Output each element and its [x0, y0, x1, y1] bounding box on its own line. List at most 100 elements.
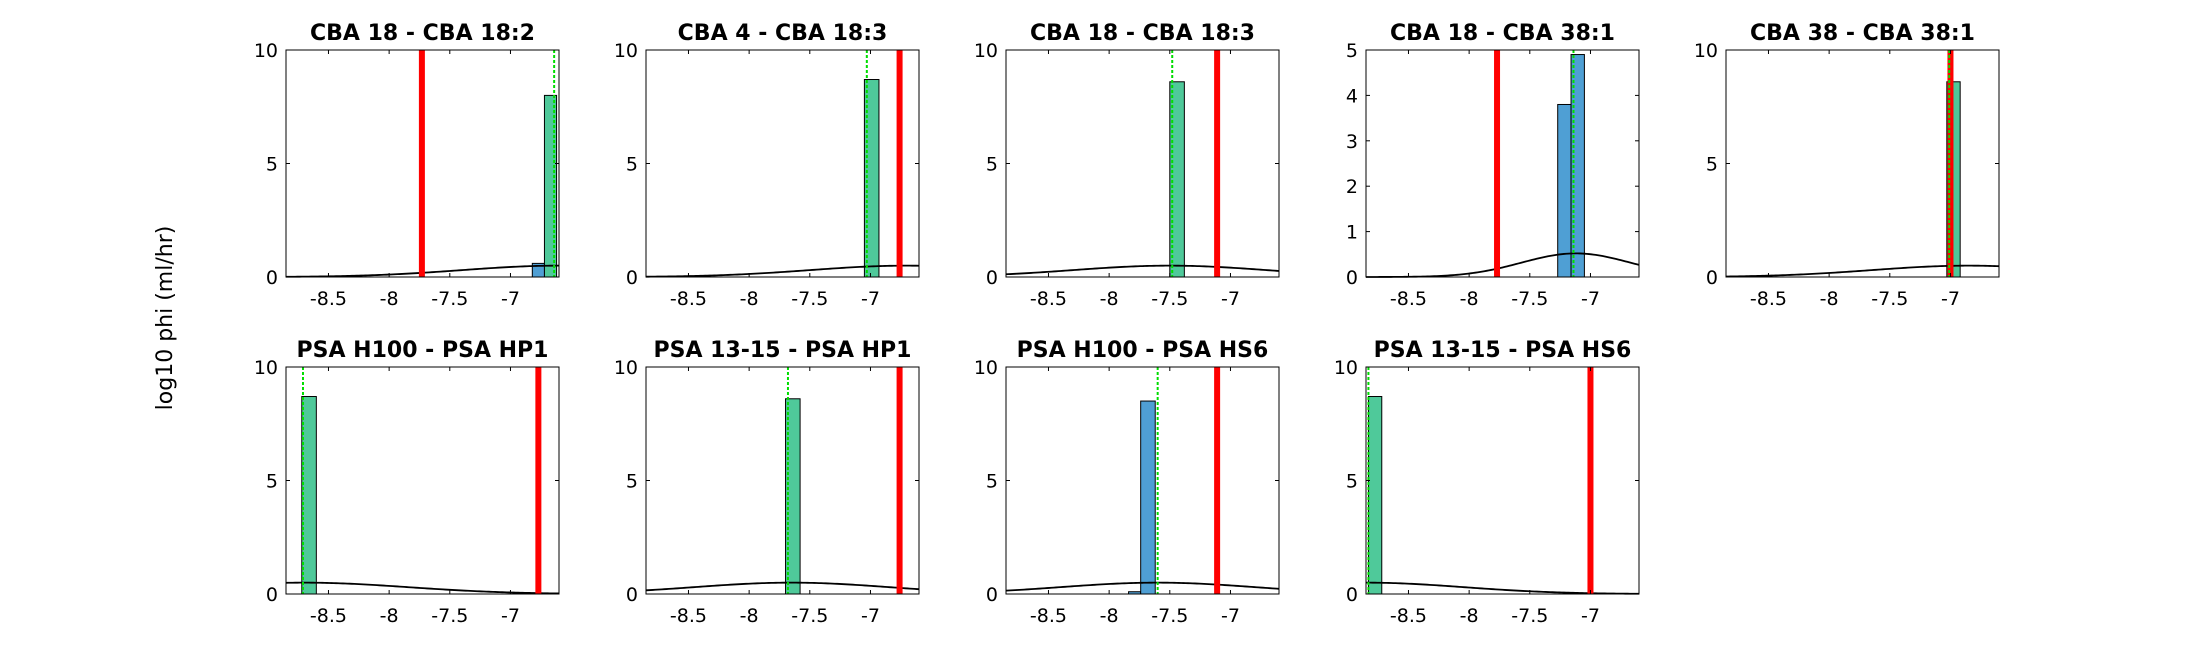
x-tick-label: -8: [1820, 288, 1839, 310]
histogram-bar-2: [1140, 400, 1156, 595]
y-tick-label: 10: [614, 357, 638, 379]
y-tick-label: 0: [1346, 267, 1358, 289]
density-curve: [285, 581, 560, 595]
plot-area: [646, 367, 919, 594]
x-tick-label: -7.5: [1151, 605, 1188, 627]
density-curve: [645, 264, 920, 278]
y-tick-label: 0: [1346, 584, 1358, 606]
panel-5: CBA 38 - CBA 38:1 0 5 10 -8.5 -8 -7.5 -7: [1694, 21, 2000, 310]
x-tick-label: -8: [1100, 605, 1119, 627]
x-tick-label: -7: [1581, 288, 1600, 310]
y-tick-label: 5: [986, 154, 998, 176]
y-tick-label: 10: [974, 40, 998, 62]
y-tick-label: 10: [1334, 357, 1358, 379]
panel-title: PSA 13-15 - PSA HP1: [654, 338, 912, 363]
y-tick-label: 0: [266, 267, 278, 289]
y-tick-label: 0: [626, 267, 638, 289]
density-curve: [1005, 581, 1280, 592]
x-tick-label: -8.5: [1390, 288, 1427, 310]
y-tick-label: 1: [1346, 222, 1358, 244]
panel-title: CBA 38 - CBA 38:1: [1750, 21, 1975, 46]
x-tick-label: -8: [380, 288, 399, 310]
panel-1: CBA 18 - CBA 18:2 0 5 10 -8.5 -8 -7.5 -7: [254, 21, 560, 310]
y-tick-label: 10: [614, 40, 638, 62]
y-tick-label: 3: [1346, 131, 1358, 153]
y-tick-label: 10: [974, 357, 998, 379]
x-tick-label: -7: [501, 288, 520, 310]
x-tick-label: -8.5: [310, 605, 347, 627]
panel-title: CBA 4 - CBA 18:3: [678, 21, 888, 46]
y-tick-label: 5: [1346, 40, 1358, 62]
x-tick-label: -7: [1581, 605, 1600, 627]
panel-title: PSA 13-15 - PSA HS6: [1374, 338, 1632, 363]
plot-area: [286, 367, 559, 594]
panel-title: CBA 18 - CBA 18:2: [310, 21, 535, 46]
y-tick-label: 5: [626, 471, 638, 493]
x-tick-label: -8.5: [1030, 288, 1067, 310]
y-tick-label: 5: [266, 154, 278, 176]
x-tick-label: -8: [1100, 288, 1119, 310]
panel-6: PSA H100 - PSA HP1 0 5 10 -8.5 -8 -7.5 -7: [254, 338, 560, 627]
x-tick-label: -8.5: [310, 288, 347, 310]
x-tick-label: -8: [380, 605, 399, 627]
x-tick-label: -7.5: [791, 288, 828, 310]
histogram-bar-1: [1367, 396, 1383, 595]
histogram-bar-1: [1557, 103, 1572, 278]
panel-3: CBA 18 - CBA 18:3 0 5 10 -8.5 -8 -7.5 -7: [974, 21, 1280, 310]
x-tick-label: -7: [1941, 288, 1960, 310]
panel-9: PSA 13-15 - PSA HS6 0 5 10 -8.5 -8 -7.5 -7: [1334, 338, 1640, 627]
x-tick-label: -7: [1221, 288, 1240, 310]
x-tick-label: -8.5: [1390, 605, 1427, 627]
panel-title: CBA 18 - CBA 38:1: [1390, 21, 1615, 46]
x-tick-label: -7.5: [1871, 288, 1908, 310]
y-tick-label: 0: [626, 584, 638, 606]
x-tick-label: -8: [1460, 605, 1479, 627]
y-tick-label: 2: [1346, 176, 1358, 198]
x-tick-label: -7.5: [1511, 288, 1548, 310]
y-tick-label: 10: [254, 357, 278, 379]
axes-frame: [1365, 49, 1640, 278]
panel-8: PSA H100 - PSA HS6 0 5 10 -8.5 -8 -7.5 -7: [974, 338, 1280, 627]
panel-2: CBA 4 - CBA 18:3 0 5 10 -8.5 -8 -7.5 -7: [614, 21, 920, 310]
y-tick-label: 0: [1706, 267, 1718, 289]
plot-area: [1366, 367, 1639, 594]
x-tick-label: -8.5: [1030, 605, 1067, 627]
panel-7: PSA 13-15 - PSA HP1 0 5 10 -8.5 -8 -7.5 -7: [614, 338, 920, 627]
y-tick-label: 5: [1706, 154, 1718, 176]
x-tick-label: -8.5: [670, 288, 707, 310]
panel-4: CBA 18 - CBA 38:1 0 1 2 3 4 5 -8.5 -8 -7.5 -7: [1346, 21, 1640, 310]
plot-area: [1006, 50, 1279, 277]
y-tick-label: 0: [266, 584, 278, 606]
x-tick-label: -7.5: [791, 605, 828, 627]
panel-title: PSA H100 - PSA HP1: [297, 338, 549, 363]
x-tick-label: -7.5: [431, 288, 468, 310]
y-tick-label: 0: [986, 267, 998, 289]
x-tick-label: -7: [501, 605, 520, 627]
y-tick-label: 5: [266, 471, 278, 493]
y-tick-label: 0: [986, 584, 998, 606]
x-tick-label: -7.5: [1151, 288, 1188, 310]
panel-title: PSA H100 - PSA HS6: [1017, 338, 1269, 363]
x-tick-label: -8: [1460, 288, 1479, 310]
x-tick-label: -8.5: [670, 605, 707, 627]
y-tick-label: 5: [986, 471, 998, 493]
figure-ylabel: log10 phi (ml/hr): [153, 226, 178, 411]
x-tick-label: -8.5: [1750, 288, 1787, 310]
density-curve: [645, 581, 920, 592]
y-tick-label: 10: [1694, 40, 1718, 62]
density-curve: [1366, 581, 1640, 595]
plot-area: [1366, 50, 1639, 277]
y-tick-label: 5: [1346, 471, 1358, 493]
panel-title: CBA 18 - CBA 18:3: [1030, 21, 1255, 46]
x-tick-label: -7.5: [431, 605, 468, 627]
x-tick-label: -7: [861, 288, 880, 310]
x-tick-label: -7: [861, 605, 880, 627]
x-tick-label: -7.5: [1511, 605, 1548, 627]
x-tick-label: -8: [740, 605, 759, 627]
y-tick-label: 5: [626, 154, 638, 176]
x-tick-label: -8: [740, 288, 759, 310]
y-tick-label: 10: [254, 40, 278, 62]
y-tick-label: 4: [1346, 85, 1358, 107]
x-tick-label: -7: [1221, 605, 1240, 627]
